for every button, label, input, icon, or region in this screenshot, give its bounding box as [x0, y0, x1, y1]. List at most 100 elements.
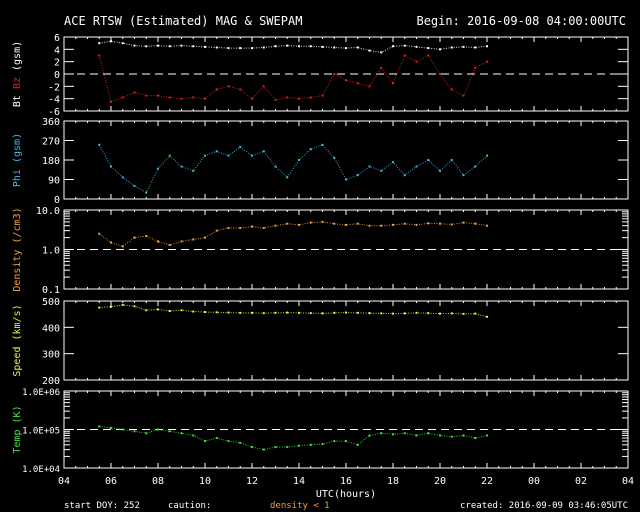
- series-trace: [98, 221, 488, 247]
- data-point: [180, 309, 183, 312]
- data-point: [180, 97, 183, 100]
- data-point: [168, 243, 171, 246]
- data-point: [309, 45, 312, 48]
- data-point: [262, 448, 265, 451]
- data-point: [145, 191, 148, 194]
- x-tick-label: 06: [105, 476, 117, 487]
- y-tick-label: 1.0: [42, 246, 60, 257]
- data-point: [227, 154, 230, 157]
- data-point: [215, 88, 218, 91]
- x-tick-label: 20: [434, 476, 446, 487]
- data-point: [157, 44, 159, 47]
- y-tick-label: 180: [42, 156, 60, 167]
- data-point: [368, 85, 371, 88]
- y-tick-label: -4: [48, 95, 60, 106]
- data-point: [345, 223, 347, 226]
- data-point: [450, 46, 453, 49]
- data-point: [98, 143, 101, 146]
- data-point: [204, 440, 206, 443]
- y-tick-label: 1.0E+04: [22, 465, 60, 475]
- series-trace: [99, 40, 488, 53]
- data-point: [274, 98, 277, 101]
- data-point: [439, 169, 441, 172]
- y-tick-label: 2: [54, 58, 60, 69]
- data-point: [462, 434, 465, 437]
- data-point: [474, 46, 477, 49]
- series-bt: [98, 40, 488, 54]
- data-point: [486, 60, 488, 63]
- y-tick-label: 500: [42, 297, 60, 308]
- data-point: [204, 311, 206, 314]
- y-tick-label: 200: [42, 376, 60, 387]
- x-tick-label: 12: [246, 476, 258, 487]
- data-point: [439, 312, 441, 315]
- y-axis-label: Density (/cm3): [12, 207, 23, 291]
- series-trace: [99, 304, 488, 318]
- data-point: [368, 434, 371, 437]
- data-point: [415, 223, 418, 226]
- data-point: [274, 165, 277, 168]
- data-point: [333, 156, 336, 159]
- y-axis-label-part: Phi (gsm): [12, 133, 23, 187]
- data-point: [133, 44, 136, 47]
- data-point: [157, 94, 159, 97]
- data-point: [110, 305, 112, 308]
- data-point: [356, 443, 359, 446]
- data-point: [121, 96, 124, 99]
- data-point: [286, 96, 289, 99]
- data-point: [227, 227, 230, 230]
- data-point: [133, 236, 136, 239]
- data-point: [392, 312, 394, 315]
- data-point: [239, 88, 242, 91]
- data-point: [274, 311, 277, 314]
- data-point: [110, 100, 112, 103]
- data-point: [321, 312, 324, 315]
- x-tick-label: 16: [340, 476, 352, 487]
- data-point: [309, 443, 312, 446]
- data-point: [262, 85, 265, 88]
- data-point: [380, 312, 383, 315]
- data-point: [262, 46, 265, 49]
- data-point: [333, 46, 336, 49]
- data-point: [403, 432, 406, 435]
- data-point: [215, 46, 218, 49]
- data-point: [309, 148, 312, 151]
- series-phi: [98, 143, 488, 194]
- data-point: [309, 312, 312, 315]
- data-point: [286, 446, 289, 449]
- data-point: [486, 434, 488, 437]
- data-point: [380, 224, 383, 227]
- y-tick-label: 6: [54, 33, 60, 44]
- y-tick-label: 270: [42, 137, 60, 148]
- series-density: [98, 220, 488, 248]
- data-point: [427, 159, 430, 161]
- data-point: [145, 309, 148, 312]
- y-tick-label: 400: [42, 323, 60, 334]
- data-point: [215, 437, 218, 440]
- panel-temp: 1.0E+06 1.0E+05 1.0E+04 Temp (K): [12, 388, 629, 475]
- data-point: [321, 45, 324, 48]
- data-point: [215, 229, 218, 232]
- data-point: [286, 176, 289, 179]
- data-point: [403, 174, 406, 177]
- x-tick-label: 14: [293, 476, 305, 487]
- x-tick-label: 04: [58, 476, 70, 487]
- data-point: [274, 446, 277, 449]
- data-point: [298, 223, 300, 226]
- y-tick-label: 10.0: [36, 206, 60, 217]
- caution-label: caution:: [168, 501, 211, 511]
- data-point: [392, 223, 394, 226]
- data-point: [356, 311, 359, 314]
- data-point: [345, 311, 347, 314]
- created-time: created: 2016-09-09 03:46:05UTC: [460, 501, 628, 511]
- data-point: [133, 305, 136, 308]
- data-point: [227, 47, 230, 50]
- data-point: [204, 45, 206, 48]
- data-point: [121, 428, 124, 431]
- data-point: [427, 222, 430, 225]
- data-point: [392, 161, 394, 164]
- data-point: [439, 48, 441, 51]
- data-point: [180, 165, 183, 168]
- data-point: [133, 185, 136, 187]
